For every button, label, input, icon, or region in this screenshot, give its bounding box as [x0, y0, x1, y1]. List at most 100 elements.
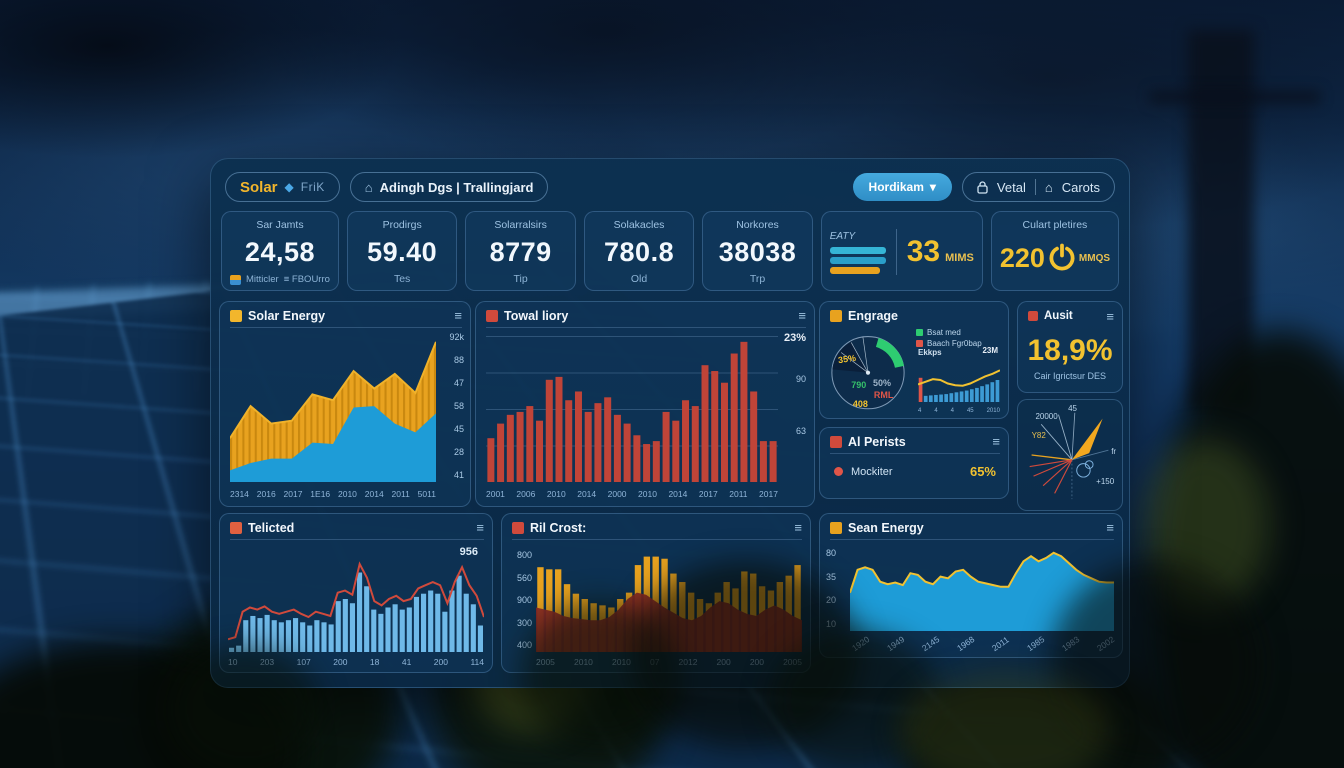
- ausit-caption: Cair Igrictsur DES: [1022, 371, 1118, 381]
- hordikam-button[interactable]: Hordikam ▾: [853, 173, 952, 201]
- card-title: Ausit: [1044, 310, 1073, 322]
- x-tick-label: 200: [333, 657, 347, 667]
- x-tick-label: 2011: [990, 635, 1011, 654]
- y-tick-label: 900: [508, 595, 532, 605]
- alert-row[interactable]: Mockiter 65%: [834, 464, 996, 479]
- page-title: Adingh Dgs | Trallingjard: [380, 180, 534, 195]
- divider: [896, 229, 897, 275]
- menu-icon[interactable]: ≡: [1106, 521, 1114, 534]
- y-tick-label: 400: [508, 640, 532, 650]
- card-engrage: Engrage 35% 790 50% RML 408: [819, 301, 1009, 419]
- chevron-down-icon: ▾: [930, 180, 936, 194]
- radar-label: fr: [1111, 447, 1116, 456]
- background-tower-arm: [1150, 90, 1320, 104]
- kpi-label: Solarralsirs: [494, 219, 547, 231]
- telicted-chart: [228, 546, 484, 652]
- logo: Solar ◆ FriK: [225, 172, 340, 202]
- x-axis: 4 4 4 45 2010: [918, 408, 1000, 414]
- kpi-card-solarralsirs[interactable]: Solarralsirs 8779 Tip: [465, 211, 575, 291]
- engrage-legend: Bsat med Baach Fgr0bap: [916, 328, 1002, 348]
- y-axis-right: 90 63: [784, 374, 806, 436]
- x-tick-label: 1949: [885, 634, 906, 653]
- x-axis-rotated: 1920 1949 2145 1968 2011 1985 1983 2002: [850, 645, 1114, 655]
- x-tick-label: 2011: [729, 489, 747, 499]
- orange-square-icon: [830, 522, 842, 534]
- kpi-footer: Mitticler ≡ FBOUrro: [230, 274, 330, 285]
- screenshot-stage: Solar ◆ FriK ⌂ Adingh Dgs | Trallingjard…: [0, 0, 1344, 768]
- kpi-value: 24,58: [245, 239, 315, 266]
- kpi-label: Solakacles: [614, 219, 665, 231]
- dashboard-panel: Solar ◆ FriK ⌂ Adingh Dgs | Trallingjard…: [210, 158, 1130, 688]
- x-tick-label: 2005: [536, 657, 555, 667]
- sean-energy-chart: [850, 546, 1114, 631]
- y-tick-label: 80: [826, 548, 846, 558]
- x-tick-label: 107: [297, 657, 311, 667]
- x-axis: 10 203 107 200 18 41 200 114: [228, 657, 484, 667]
- menu-icon[interactable]: ≡: [798, 309, 806, 322]
- image-icon: [230, 275, 241, 285]
- kpi-card-prodirgs[interactable]: Prodirgs 59.40 Tes: [347, 211, 457, 291]
- legend-swatch: [916, 329, 923, 336]
- alert-label: Mockiter: [851, 466, 893, 478]
- menu-icon[interactable]: ≡: [1106, 310, 1114, 323]
- nav-item-carots[interactable]: Carots: [1062, 180, 1100, 195]
- card-title: Al Perists: [848, 435, 906, 449]
- card-title: Solar Energy: [248, 309, 325, 323]
- x-tick-label: 2000: [608, 489, 627, 499]
- kpi-label: EATY: [830, 231, 855, 242]
- y-tick-label: 45: [440, 424, 464, 434]
- kpi-unit: MMQS: [1079, 253, 1110, 264]
- menu-icon[interactable]: ≡: [454, 309, 462, 322]
- kpi-card-eaty[interactable]: EATY 33 MIMS: [821, 211, 983, 291]
- menu-icon[interactable]: ≡: [992, 435, 1000, 448]
- x-tick-label: 41: [402, 657, 411, 667]
- red-square-icon: [830, 436, 842, 448]
- legend-label: Baach Fgr0bap: [927, 339, 982, 348]
- nav-divider: [1035, 179, 1036, 195]
- solar-energy-chart: [230, 336, 436, 482]
- x-tick-label: 10: [228, 657, 237, 667]
- x-axis: 2314 2016 2017 1E16 2010 2014 2011 5011: [230, 489, 436, 499]
- y-tick-label: 63: [784, 426, 806, 436]
- x-tick-label: 2001: [486, 489, 505, 499]
- y-tick-label: 20: [826, 595, 846, 605]
- card-radar: 20000 Y82 45 fr +150: [1017, 399, 1123, 511]
- x-tick-label: 1985: [1025, 634, 1046, 653]
- y-tick-label: 92k: [440, 332, 464, 342]
- kpi-card-solakacles[interactable]: Solakacles 780.8 Old: [584, 211, 694, 291]
- x-tick-label: 2006: [516, 489, 535, 499]
- kpi-card-culart[interactable]: Culart pletires 220 MMQS: [991, 211, 1119, 291]
- card-al-perists: Al Perists ≡ Mockiter 65%: [819, 427, 1009, 499]
- x-tick-label: 1E16: [310, 489, 330, 499]
- kpi-label: Prodirgs: [383, 219, 422, 231]
- pie-label: RML: [874, 390, 894, 400]
- radar-label: +150: [1096, 477, 1114, 486]
- x-tick-label: 2010: [987, 408, 1000, 414]
- menu-icon[interactable]: ≡: [476, 521, 484, 534]
- x-tick-label: 4: [934, 408, 937, 414]
- x-tick-label: 2017: [759, 489, 778, 499]
- menu-icon[interactable]: ≡: [794, 521, 802, 534]
- kpi-card-sar-jamts[interactable]: Sar Jamts 24,58 Mitticler ≡ FBOUrro: [221, 211, 339, 291]
- kpi-label: Culart pletires: [1023, 219, 1088, 231]
- y-tick-label: 300: [508, 618, 532, 628]
- kpi-card-norkores[interactable]: Norkores 38038 Trp: [702, 211, 812, 291]
- x-tick-label: 2010: [338, 489, 357, 499]
- y-axis-left: 800 560 900 300 400: [508, 550, 532, 650]
- kpi-value: 38038: [719, 239, 797, 266]
- background-foliage-lit: [1140, 440, 1270, 610]
- y-tick-label: 800: [508, 550, 532, 560]
- red-square-icon: [486, 310, 498, 322]
- x-tick-label: 4: [918, 408, 921, 414]
- y-tick-label: 560: [508, 573, 532, 583]
- x-tick-label: 200: [717, 657, 731, 667]
- red-square-icon: [1028, 311, 1038, 321]
- kpi-footer-label: Mitticler: [246, 274, 279, 285]
- kpi-value: 59.40: [367, 239, 437, 266]
- x-tick-label: 1983: [1060, 634, 1081, 653]
- home-icon: ⌂: [365, 180, 373, 195]
- y-tick-label: 35: [826, 572, 846, 582]
- pie-label: 50%: [873, 378, 891, 388]
- nav-item-vetal[interactable]: Vetal: [997, 180, 1026, 195]
- x-tick-label: 114: [470, 657, 484, 667]
